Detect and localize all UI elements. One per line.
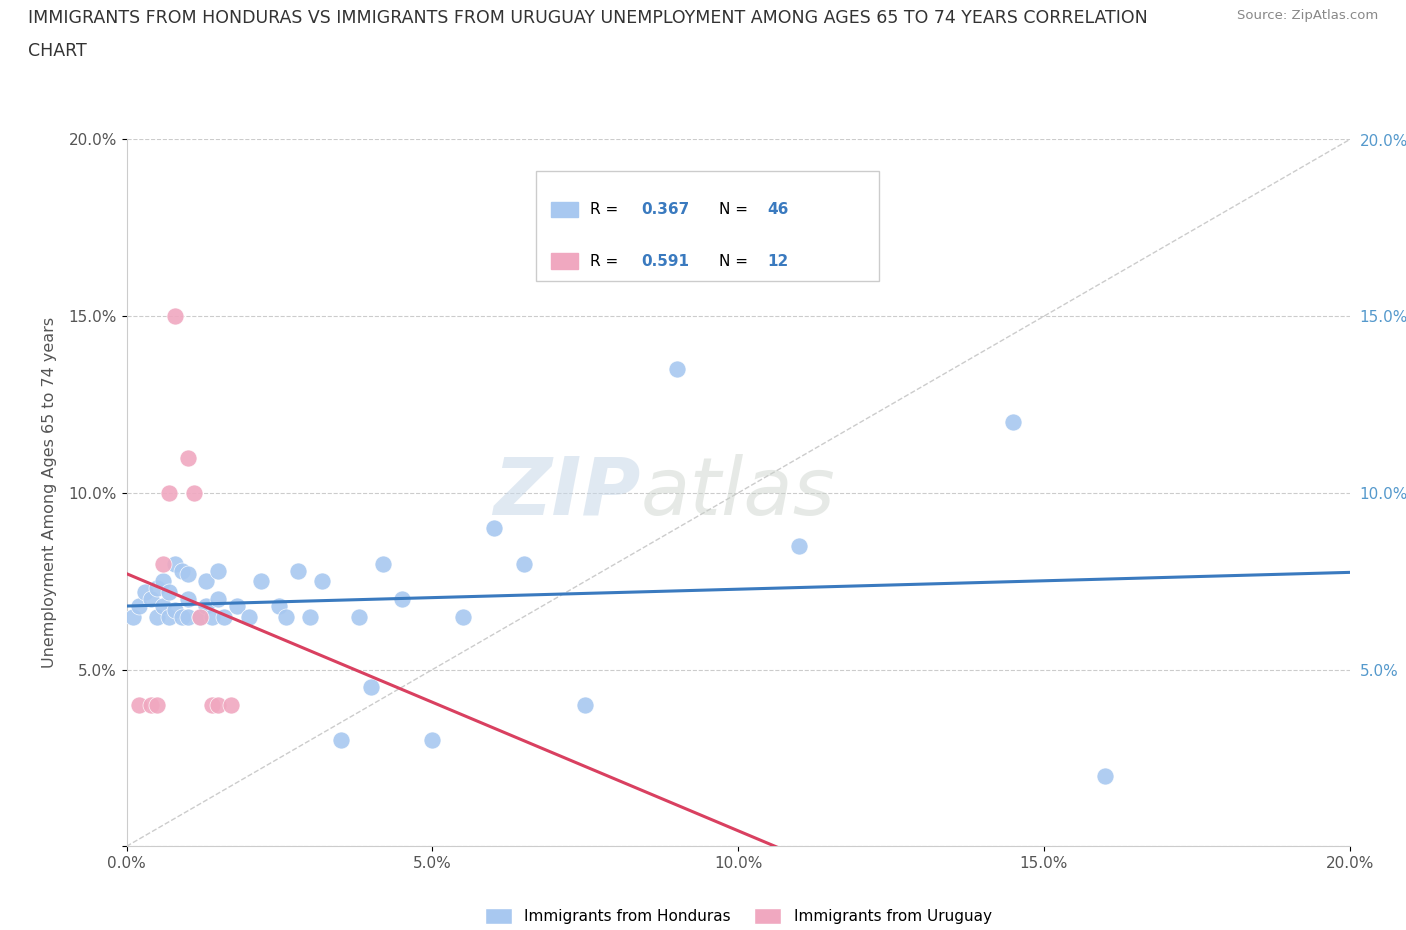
Point bbox=[1002, 415, 1025, 430]
Point bbox=[195, 599, 218, 614]
Point bbox=[666, 362, 689, 377]
Point bbox=[207, 591, 229, 606]
Point bbox=[177, 566, 200, 581]
Text: R =: R = bbox=[591, 202, 623, 217]
Point bbox=[1094, 768, 1116, 783]
Point bbox=[152, 556, 174, 571]
Point bbox=[329, 733, 352, 748]
Text: N =: N = bbox=[718, 202, 752, 217]
Legend: Immigrants from Honduras, Immigrants from Uruguay: Immigrants from Honduras, Immigrants fro… bbox=[478, 902, 998, 930]
Text: 12: 12 bbox=[768, 254, 789, 269]
Point bbox=[225, 599, 247, 614]
Point bbox=[134, 584, 156, 599]
Point bbox=[170, 609, 193, 624]
Point bbox=[195, 574, 218, 589]
Point bbox=[121, 609, 143, 624]
Point bbox=[207, 698, 229, 712]
Point bbox=[360, 680, 382, 695]
Point bbox=[157, 485, 180, 500]
Text: 0.367: 0.367 bbox=[641, 202, 690, 217]
Point bbox=[157, 609, 180, 624]
Point bbox=[152, 574, 174, 589]
Point bbox=[128, 599, 150, 614]
Point bbox=[238, 609, 260, 624]
Text: ZIP: ZIP bbox=[494, 454, 640, 532]
Point bbox=[451, 609, 474, 624]
Point bbox=[214, 609, 236, 624]
Text: R =: R = bbox=[591, 254, 623, 269]
Point bbox=[219, 698, 242, 712]
FancyBboxPatch shape bbox=[551, 202, 578, 218]
Point bbox=[128, 698, 150, 712]
Point bbox=[146, 609, 169, 624]
Point bbox=[274, 609, 297, 624]
Text: 0.591: 0.591 bbox=[641, 254, 689, 269]
Point bbox=[188, 609, 211, 624]
FancyBboxPatch shape bbox=[551, 253, 578, 269]
Y-axis label: Unemployment Among Ages 65 to 74 years: Unemployment Among Ages 65 to 74 years bbox=[42, 317, 58, 669]
Text: 46: 46 bbox=[768, 202, 789, 217]
Point bbox=[269, 599, 291, 614]
Point bbox=[165, 602, 187, 617]
Point bbox=[177, 609, 200, 624]
Text: CHART: CHART bbox=[28, 42, 87, 60]
Text: atlas: atlas bbox=[640, 454, 835, 532]
Point bbox=[789, 538, 811, 553]
Point bbox=[513, 556, 536, 571]
Text: IMMIGRANTS FROM HONDURAS VS IMMIGRANTS FROM URUGUAY UNEMPLOYMENT AMONG AGES 65 T: IMMIGRANTS FROM HONDURAS VS IMMIGRANTS F… bbox=[28, 9, 1147, 27]
Text: Source: ZipAtlas.com: Source: ZipAtlas.com bbox=[1237, 9, 1378, 22]
Point bbox=[188, 609, 211, 624]
Point bbox=[157, 584, 180, 599]
Point bbox=[207, 564, 229, 578]
Point bbox=[139, 698, 162, 712]
Point bbox=[177, 591, 200, 606]
Point bbox=[165, 309, 187, 324]
Point bbox=[201, 609, 224, 624]
Point bbox=[311, 574, 333, 589]
Point bbox=[139, 591, 162, 606]
Point bbox=[146, 581, 169, 596]
Point bbox=[201, 698, 224, 712]
Point bbox=[422, 733, 444, 748]
Point bbox=[299, 609, 322, 624]
Text: N =: N = bbox=[718, 254, 752, 269]
FancyBboxPatch shape bbox=[536, 171, 879, 281]
Point bbox=[391, 591, 413, 606]
Point bbox=[482, 521, 505, 536]
Point bbox=[183, 485, 205, 500]
Point bbox=[347, 609, 370, 624]
Point bbox=[373, 556, 395, 571]
Point bbox=[287, 564, 309, 578]
Point bbox=[170, 564, 193, 578]
Point bbox=[165, 556, 187, 571]
Point bbox=[152, 599, 174, 614]
Point bbox=[250, 574, 273, 589]
Point bbox=[177, 450, 200, 465]
Point bbox=[574, 698, 596, 712]
Point bbox=[146, 698, 169, 712]
